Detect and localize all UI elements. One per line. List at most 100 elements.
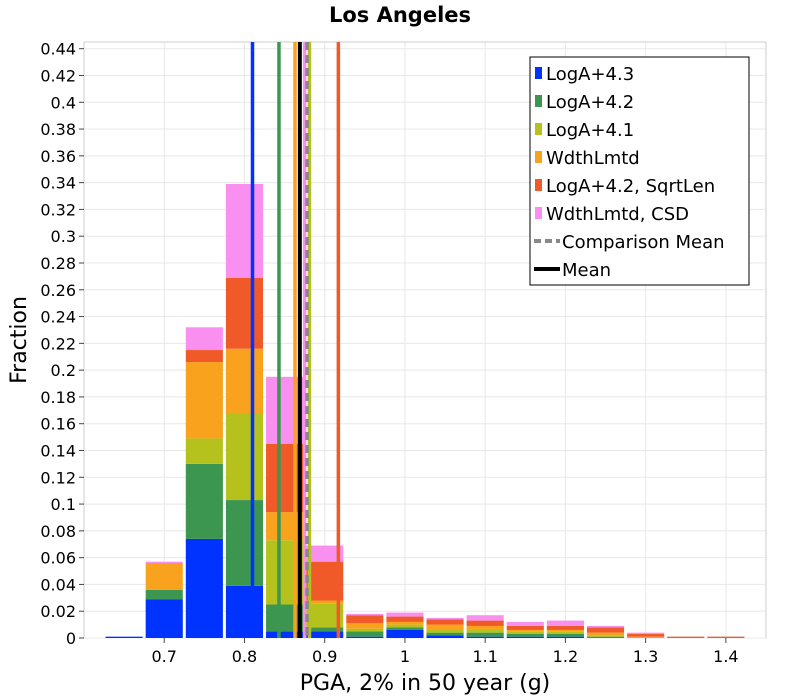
bar-segment xyxy=(586,627,625,633)
bar-segment xyxy=(546,633,584,637)
y-axis-ticks: 0 0.02 0.04 0.06 0.08 0.1 0.12 0.14 0.16 0.18 0.2 0… xyxy=(40,40,84,648)
y-tick-label: 0.36 xyxy=(40,147,76,166)
bar-segment xyxy=(266,376,304,444)
bar-segment xyxy=(586,635,625,637)
bar-segment xyxy=(346,615,384,624)
bar-segment xyxy=(306,600,344,604)
y-tick-label: 0.22 xyxy=(40,334,76,353)
y-tick-label: 0.32 xyxy=(40,200,76,219)
y-tick-label: 0.4 xyxy=(51,93,76,112)
bar-segment xyxy=(466,632,504,637)
x-tick-label: 1 xyxy=(400,647,410,666)
bar-segment xyxy=(627,636,665,638)
bar-segment xyxy=(506,631,544,634)
y-tick-label: 0.16 xyxy=(40,415,76,434)
bar-segment xyxy=(386,629,424,638)
bar-segment xyxy=(185,350,223,363)
y-tick-label: 0.18 xyxy=(40,388,76,407)
bar-segment xyxy=(466,636,504,638)
bar-segment xyxy=(185,327,223,351)
legend-label: WdthLmtd, CSD xyxy=(546,204,689,225)
bar-segment xyxy=(386,627,424,630)
x-tick-label: 1.3 xyxy=(633,647,658,666)
x-tick-label: 0.9 xyxy=(312,647,337,666)
y-tick-label: 0.06 xyxy=(40,549,76,568)
bar-segment xyxy=(346,628,384,632)
bar-segment xyxy=(145,599,183,638)
legend-box xyxy=(529,56,750,286)
legend-label: LogA+4.2, SqrtLen xyxy=(546,176,715,197)
bar-segment xyxy=(506,621,544,626)
bar-segment xyxy=(306,627,344,632)
bar-segment xyxy=(346,636,384,638)
bar-segment xyxy=(506,636,544,638)
bar-segment xyxy=(185,463,223,539)
bar-segment xyxy=(185,362,223,439)
bar-segment xyxy=(386,616,424,622)
y-tick-label: 0.28 xyxy=(40,254,76,273)
bar-segment xyxy=(386,624,424,628)
bar-segment xyxy=(266,443,304,513)
bar-segment xyxy=(306,631,344,638)
y-tick-label: 0.42 xyxy=(40,66,76,85)
bar-segment xyxy=(266,631,304,638)
y-tick-label: 0.02 xyxy=(40,602,76,621)
bar-segment xyxy=(185,438,223,464)
x-tick-label: 1.2 xyxy=(553,647,578,666)
bar-segment xyxy=(145,561,183,563)
bar-segment xyxy=(426,629,464,633)
legend-label: Comparison Mean xyxy=(562,232,725,253)
legend-swatch xyxy=(535,67,542,79)
legend-label: LogA+4.1 xyxy=(546,120,634,141)
bar-segment xyxy=(145,589,183,600)
y-tick-label: 0.38 xyxy=(40,120,76,139)
bar-segment xyxy=(586,636,625,638)
y-tick-label: 0.2 xyxy=(51,361,76,380)
bar-segment xyxy=(266,540,304,605)
y-tick-label: 0.26 xyxy=(40,281,76,300)
bar-segment xyxy=(506,625,544,630)
x-axis-ticks: 0.7 0.8 0.9 1 1.1 1.2 1.3 1.4 xyxy=(152,638,739,666)
bar-segment xyxy=(426,619,464,625)
bar-segment xyxy=(225,183,264,278)
bar-segment xyxy=(426,617,464,620)
bar-segment xyxy=(145,562,183,590)
y-tick-label: 0.14 xyxy=(40,441,76,460)
bar-segment xyxy=(386,621,424,625)
legend-label: LogA+4.2 xyxy=(546,92,634,113)
y-axis-label: Fraction xyxy=(7,296,32,384)
bar-segment xyxy=(225,348,264,413)
legend-label: WdthLmtd xyxy=(546,148,640,169)
bar-segment xyxy=(225,412,264,501)
legend-swatch xyxy=(535,123,542,135)
bar-segment xyxy=(667,636,705,638)
y-tick-label: 0.3 xyxy=(51,227,76,246)
bar-segment xyxy=(466,625,504,630)
bar-segment xyxy=(466,620,504,626)
y-tick-label: 0.24 xyxy=(40,308,76,327)
y-tick-label: 0.44 xyxy=(40,40,76,59)
x-tick-label: 0.7 xyxy=(152,647,177,666)
bar-segment xyxy=(225,585,264,638)
y-tick-label: 0.04 xyxy=(40,575,76,594)
legend-swatch xyxy=(535,151,542,163)
bar-segment xyxy=(426,632,464,636)
bar-segment xyxy=(105,636,143,638)
x-tick-label: 0.8 xyxy=(232,647,257,666)
bar-segment xyxy=(546,629,584,632)
legend-label: LogA+4.3 xyxy=(546,64,634,85)
bar-segment xyxy=(346,623,384,629)
bar-segment xyxy=(546,620,584,626)
bar-segment xyxy=(306,545,344,562)
legend-swatch xyxy=(535,179,542,191)
bar-segment xyxy=(225,500,264,586)
bar-segment xyxy=(586,625,625,628)
bar-segment xyxy=(426,635,464,638)
bar-segment xyxy=(386,612,424,617)
bars-layer xyxy=(105,183,745,638)
bar-segment xyxy=(426,624,464,630)
bar-segment xyxy=(506,629,544,632)
y-tick-label: 0.34 xyxy=(40,174,76,193)
legend-swatch xyxy=(535,207,542,219)
